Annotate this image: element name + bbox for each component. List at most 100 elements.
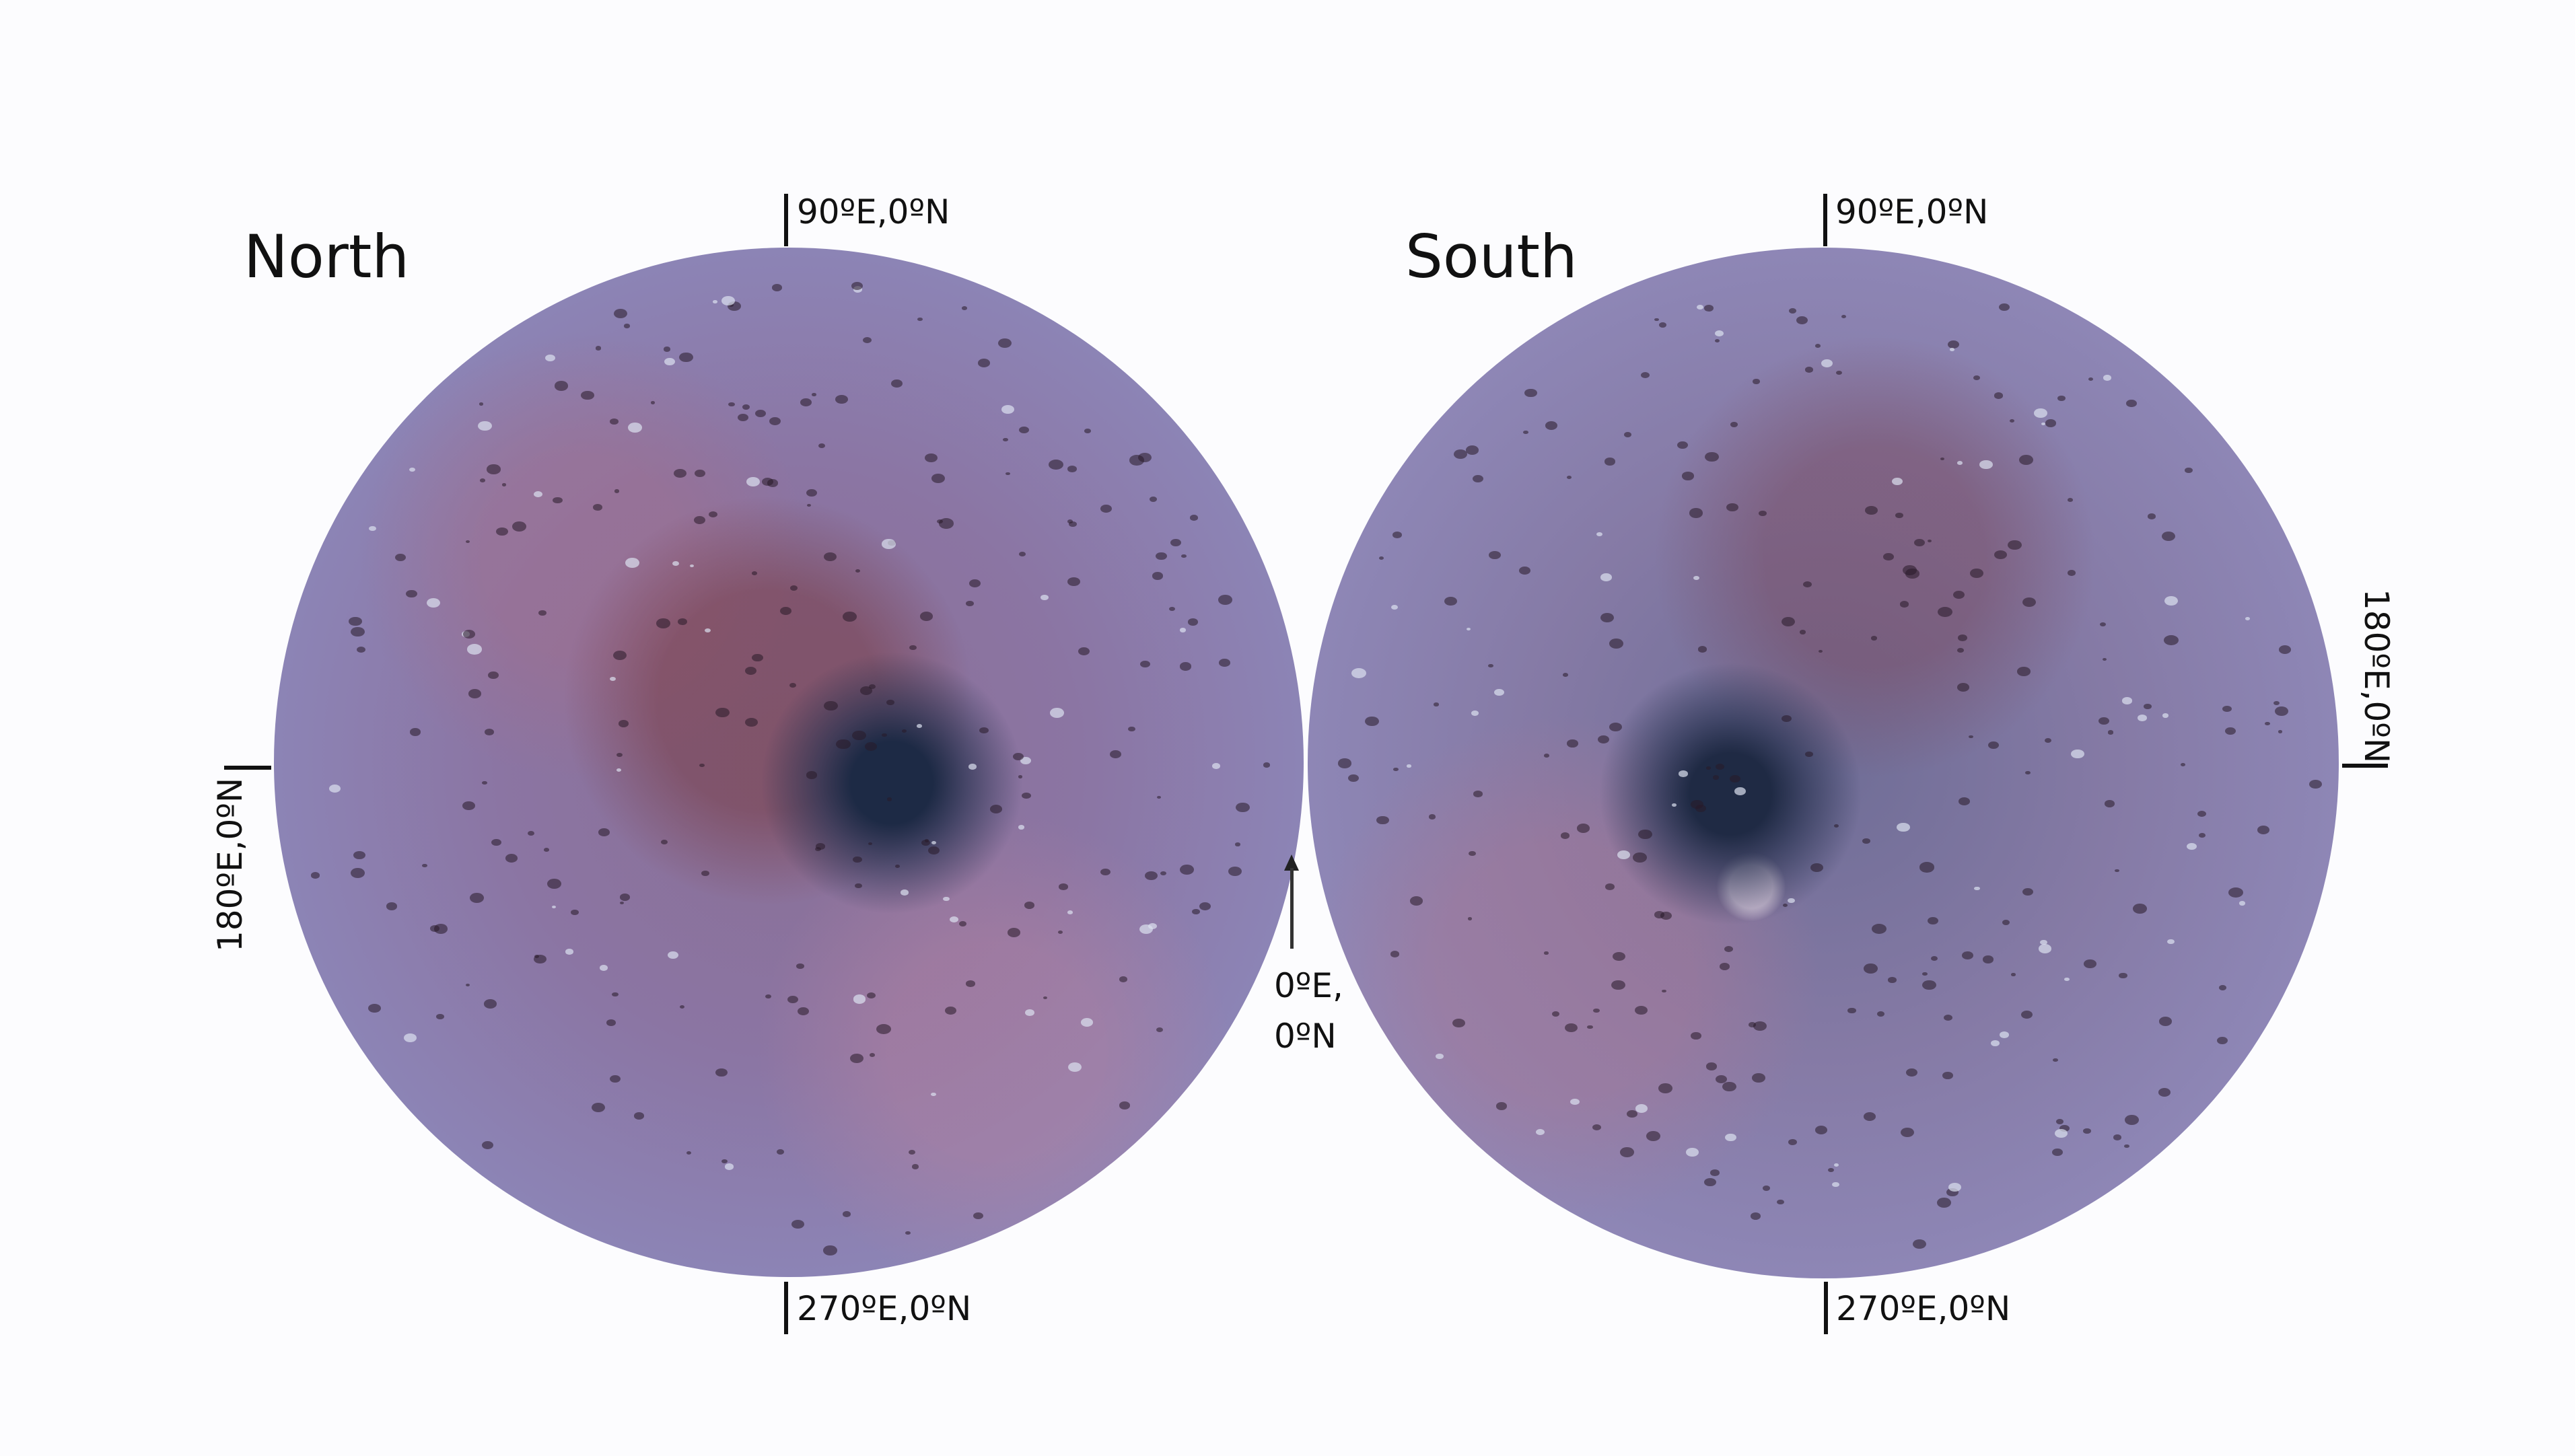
surface-feature bbox=[806, 488, 818, 497]
north-hemisphere-map bbox=[274, 248, 1304, 1277]
surface-feature bbox=[351, 626, 365, 637]
surface-feature bbox=[901, 729, 907, 733]
surface-feature bbox=[421, 863, 428, 868]
surface-feature bbox=[1919, 862, 1934, 873]
surface-feature bbox=[721, 1159, 728, 1164]
surface-feature bbox=[1672, 803, 1677, 807]
surface-feature bbox=[1433, 702, 1439, 707]
surface-feature bbox=[754, 409, 766, 417]
surface-feature bbox=[1864, 963, 1878, 974]
surface-feature bbox=[1604, 883, 1615, 890]
surface-feature bbox=[1998, 303, 2010, 312]
surface-feature bbox=[1888, 977, 1897, 983]
surface-feature bbox=[592, 1103, 606, 1113]
surface-feature bbox=[812, 393, 816, 396]
surface-feature bbox=[462, 629, 475, 639]
surface-feature bbox=[2132, 904, 2147, 914]
surface-feature bbox=[1762, 1186, 1770, 1191]
surface-feature bbox=[1160, 871, 1167, 876]
surface-feature bbox=[1576, 824, 1590, 833]
south-hemisphere-map bbox=[1308, 248, 2339, 1278]
surface-feature bbox=[1069, 521, 1077, 527]
surface-feature bbox=[2124, 1115, 2139, 1126]
surface-feature bbox=[905, 1231, 911, 1235]
surface-feature bbox=[610, 418, 619, 425]
surface-feature bbox=[796, 963, 805, 969]
surface-feature bbox=[2099, 622, 2106, 627]
surface-feature bbox=[791, 1220, 804, 1229]
surface-feature bbox=[426, 597, 440, 608]
arrow-up-icon bbox=[1284, 854, 1299, 871]
surface-feature bbox=[2070, 749, 2084, 759]
surface-feature bbox=[481, 1140, 494, 1150]
surface-feature bbox=[467, 644, 483, 655]
surface-feature bbox=[712, 300, 717, 303]
surface-feature bbox=[721, 296, 735, 306]
surface-feature bbox=[534, 955, 547, 964]
surface-feature bbox=[512, 521, 526, 532]
surface-feature bbox=[1057, 930, 1063, 934]
surface-feature bbox=[1865, 506, 1878, 515]
surface-feature bbox=[1562, 672, 1569, 678]
surface-feature bbox=[527, 830, 534, 836]
surface-feature bbox=[2158, 1088, 2171, 1097]
surface-feature bbox=[1782, 903, 1788, 907]
surface-feature bbox=[2064, 978, 2070, 982]
surface-feature bbox=[1067, 466, 1078, 472]
surface-feature bbox=[1864, 1112, 1876, 1121]
surface-feature bbox=[1862, 838, 1871, 844]
surface-feature bbox=[1211, 763, 1220, 769]
surface-feature bbox=[1730, 775, 1740, 783]
surface-feature bbox=[2022, 887, 2034, 896]
surface-feature bbox=[1726, 503, 1738, 511]
surface-feature bbox=[1020, 756, 1032, 765]
surface-feature bbox=[2164, 635, 2179, 646]
surface-feature bbox=[1691, 1032, 1701, 1040]
surface-feature bbox=[2217, 1037, 2228, 1045]
surface-feature bbox=[1179, 662, 1192, 671]
surface-feature bbox=[1600, 613, 1615, 623]
surface-feature bbox=[1876, 1011, 1885, 1017]
surface-feature bbox=[625, 558, 640, 568]
surface-feature bbox=[921, 840, 930, 846]
surface-feature bbox=[1704, 451, 1719, 462]
surface-feature bbox=[852, 730, 866, 741]
surface-feature bbox=[620, 901, 625, 904]
surface-feature bbox=[2126, 400, 2137, 408]
surface-feature bbox=[1156, 552, 1167, 560]
surface-feature bbox=[1024, 1009, 1034, 1017]
surface-feature bbox=[2185, 467, 2193, 473]
surface-feature bbox=[1347, 774, 1360, 782]
surface-feature bbox=[855, 569, 860, 573]
surface-feature bbox=[1544, 951, 1549, 955]
surface-feature bbox=[2257, 826, 2269, 835]
surface-feature bbox=[2123, 1144, 2129, 1149]
surface-feature bbox=[1750, 1212, 1761, 1220]
surface-feature bbox=[479, 402, 484, 406]
surface-feature bbox=[1695, 805, 1706, 813]
surface-feature bbox=[679, 1005, 684, 1009]
surface-feature bbox=[2020, 1010, 2033, 1019]
surface-feature bbox=[1180, 628, 1186, 632]
surface-feature bbox=[2103, 658, 2107, 661]
surface-feature bbox=[2238, 901, 2245, 906]
surface-feature bbox=[1691, 799, 1704, 809]
surface-feature bbox=[1994, 550, 2007, 560]
surface-feature bbox=[2137, 715, 2147, 722]
surface-feature bbox=[689, 564, 694, 567]
surface-feature bbox=[1832, 1181, 1839, 1187]
surface-feature bbox=[553, 497, 563, 504]
surface-feature bbox=[886, 699, 894, 706]
surface-feature bbox=[1617, 850, 1630, 860]
surface-feature bbox=[1957, 634, 1967, 641]
surface-feature bbox=[868, 842, 873, 846]
surface-feature bbox=[1635, 1104, 1648, 1113]
north-top-tick bbox=[784, 194, 788, 246]
surface-feature bbox=[744, 666, 757, 675]
surface-feature bbox=[822, 1245, 837, 1255]
surface-feature bbox=[815, 847, 821, 852]
surface-feature bbox=[551, 906, 556, 909]
surface-feature bbox=[1974, 886, 1980, 891]
north-top-label: 90ºE,0ºN bbox=[797, 192, 950, 231]
surface-feature bbox=[1157, 795, 1162, 799]
